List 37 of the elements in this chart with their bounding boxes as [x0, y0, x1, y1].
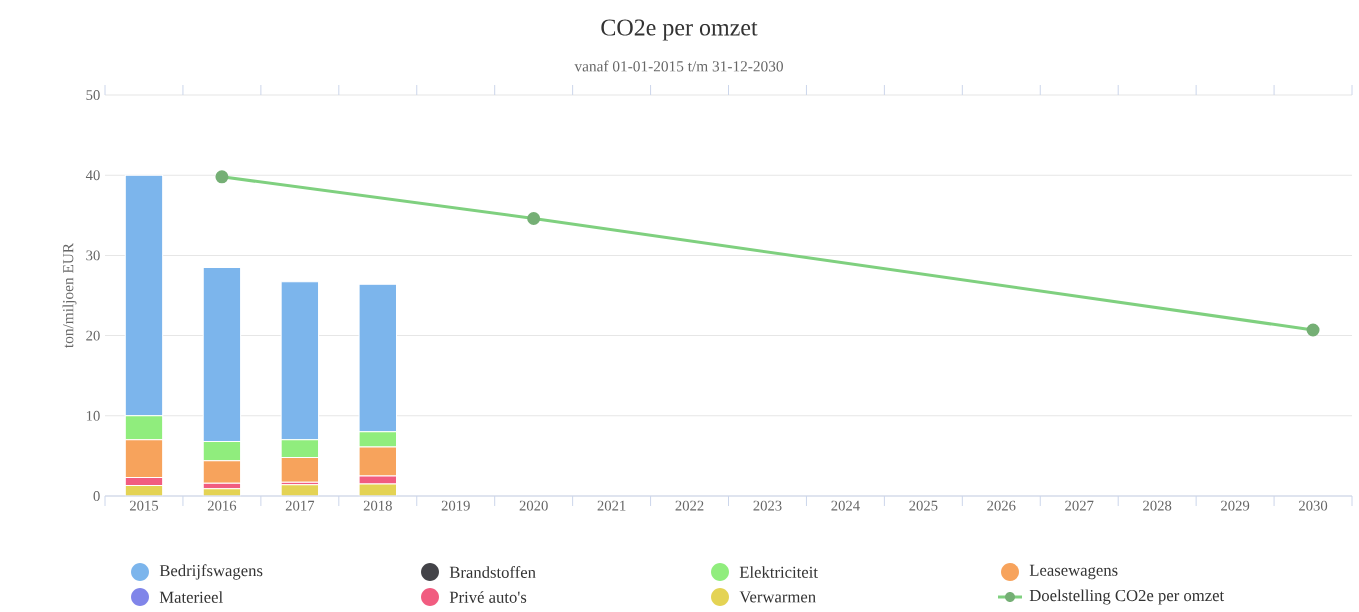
- legend-label: Doelstelling CO2e per omzet: [1029, 589, 1225, 605]
- x-tick-label: 2022: [675, 500, 704, 511]
- legend-label: Elektriciteit: [739, 566, 818, 578]
- chart-subtitle: vanaf 01-01-2015 t/m 31-12-2030: [574, 60, 783, 72]
- legend-label: Materieel: [159, 591, 223, 603]
- x-tick-label: 2029: [1221, 500, 1250, 511]
- x-tick-label: 2023: [753, 500, 782, 511]
- y-tick-label: 40: [85, 170, 100, 181]
- point: [1306, 323, 1320, 337]
- y-tick-label: 50: [86, 90, 100, 100]
- x-tick-label: 2024: [831, 500, 860, 511]
- bar: [280, 484, 320, 497]
- x-tick-label: 2027: [1065, 500, 1094, 511]
- x-tick-label: 2030: [1299, 500, 1328, 511]
- x-tick-label: 2019: [441, 500, 470, 511]
- y-tick-label: 20: [86, 330, 100, 341]
- y-tick-label: 10: [86, 410, 100, 421]
- x-tick-label: 2020: [519, 500, 548, 511]
- point: [215, 170, 229, 184]
- y-tick-label: 0: [93, 491, 100, 501]
- legend-label: Privé auto's: [449, 591, 527, 603]
- x-tick-label: 2018: [363, 500, 392, 511]
- chart-title: CO2e per omzet: [601, 19, 758, 41]
- y-axis-title: ton/miljoen EUR: [62, 242, 77, 348]
- x-tick-label: 2017: [285, 500, 315, 511]
- point: [527, 212, 541, 226]
- x-tick-label: 2015: [129, 500, 159, 511]
- legend-label: Verwarmen: [739, 591, 816, 603]
- x-tick-label: 2021: [597, 500, 626, 511]
- y-tick-label: 30: [86, 250, 100, 261]
- x-tick-label: 2016: [207, 500, 237, 511]
- x-tick-label: 2026: [987, 500, 1016, 511]
- legend-label: Bedrijfswagens: [159, 564, 263, 580]
- x-tick-label: 2025: [909, 500, 938, 511]
- legend-label: Brandstoffen: [449, 566, 536, 578]
- x-tick-label: 2028: [1143, 500, 1172, 511]
- legend-label: Leasewagens: [1029, 564, 1118, 580]
